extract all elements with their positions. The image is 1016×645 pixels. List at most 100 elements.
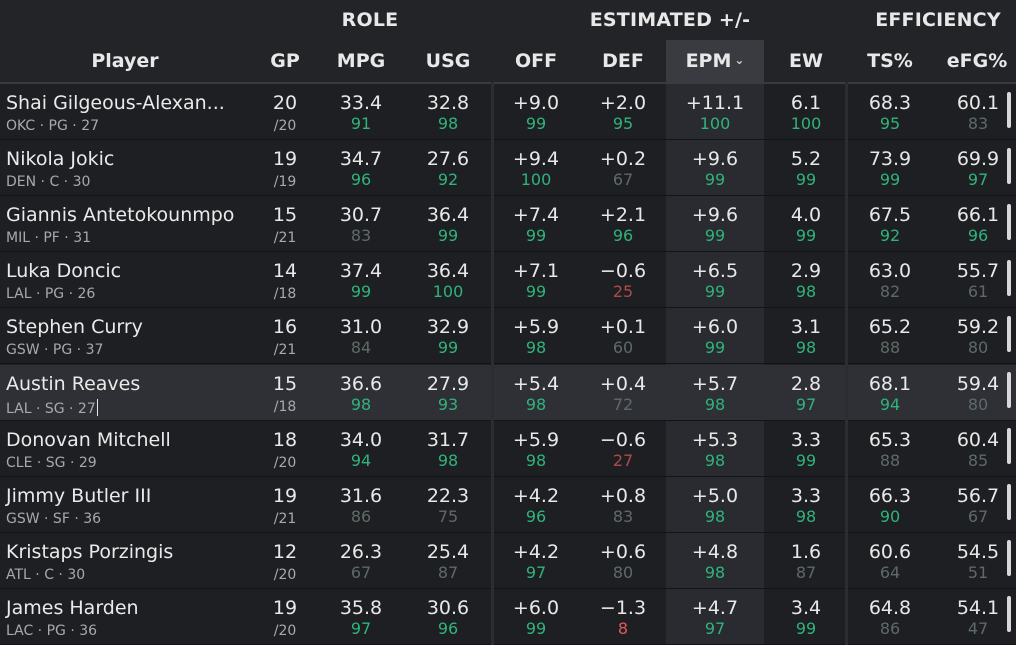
games-played: 15 (272, 204, 298, 227)
table-row[interactable]: James Harden LAC · PG · 36 19/20 35.8 97 30.6… (0, 589, 1016, 645)
mpg-percentile: 96 (350, 170, 372, 190)
off-percentile: 98 (525, 394, 547, 414)
games-played: 20 (272, 92, 298, 114)
games-total: /20 (273, 566, 297, 583)
column-header-def[interactable]: DEF (602, 50, 644, 72)
ew-percentile: 98 (795, 338, 817, 358)
column-header-efg[interactable]: eFG% (946, 50, 1008, 72)
games-total: /21 (273, 510, 297, 527)
group-header-efficiency: EFFICIENCY (875, 9, 1001, 31)
table-row[interactable]: Austin Reaves LAL · SG · 27 15/18 36.6 98 27.… (0, 364, 1016, 421)
ts-percentile: 92 (879, 226, 901, 246)
column-header-epm[interactable]: EPM ⌄ (666, 40, 764, 82)
player-team-position-age: GSW · SF · 36 (6, 511, 101, 527)
row-scrollbar[interactable] (1007, 372, 1011, 408)
off-percentile: 99 (525, 114, 547, 133)
table-header (0, 0, 1016, 82)
table-row[interactable]: Kristaps Porzingis ATL · C · 30 12/20 26.3 6… (0, 533, 1016, 589)
player-team-position-age: LAL · PG · 26 (6, 286, 95, 302)
epm-value: +6.0 (691, 316, 739, 339)
player-name[interactable]: Stephen Curry (6, 316, 143, 339)
player-name[interactable]: Jimmy Butler III (6, 484, 152, 507)
mpg-percentile: 91 (350, 114, 372, 133)
column-header-off[interactable]: OFF (514, 50, 558, 72)
player-name[interactable]: Kristaps Porzingis (6, 540, 174, 563)
player-name[interactable]: Giannis Antetokounmpo (6, 204, 235, 227)
row-scrollbar[interactable] (1007, 484, 1011, 520)
column-header-mpg[interactable]: MPG (336, 50, 386, 72)
player-name[interactable]: James Harden (6, 596, 139, 619)
row-scrollbar[interactable] (1007, 92, 1011, 128)
usg-value: 31.7 (426, 428, 470, 451)
def-value: +0.4 (599, 372, 647, 395)
mpg-percentile: 97 (350, 618, 372, 638)
player-team-position-age: OKC · PG · 27 (6, 118, 99, 134)
off-percentile: 100 (520, 170, 552, 190)
table-row[interactable]: Jimmy Butler III GSW · SF · 36 19/21 31.6 86… (0, 477, 1016, 533)
ew-value: 3.3 (790, 484, 822, 507)
usg-value: 36.4 (426, 204, 470, 227)
ew-value: 4.0 (790, 204, 822, 227)
efg-value: 59.4 (956, 372, 1000, 395)
player-name[interactable]: Shai Gilgeous-Alexan... (6, 92, 225, 114)
table-row[interactable]: Luka Doncic LAL · PG · 26 14/18 37.4 99 36.4 1… (0, 252, 1016, 309)
column-header-usg[interactable]: USG (425, 50, 471, 72)
usg-percentile: 100 (432, 282, 464, 302)
column-header-gp[interactable]: GP (270, 50, 300, 72)
column-header-player[interactable]: Player (91, 50, 159, 72)
player-meta-text: ATL · C · 30 (6, 566, 86, 583)
def-percentile: 27 (612, 450, 634, 470)
ts-percentile: 64 (879, 562, 901, 582)
player-name[interactable]: Nikola Jokic (6, 148, 115, 171)
mpg-percentile: 94 (350, 450, 372, 470)
epm-value: +5.3 (691, 428, 739, 451)
row-scrollbar[interactable] (1007, 148, 1011, 184)
games-played: 14 (272, 260, 298, 283)
def-value: −0.6 (599, 428, 647, 451)
ew-percentile: 98 (795, 506, 817, 526)
def-percentile: 8 (617, 618, 629, 638)
row-scrollbar[interactable] (1007, 428, 1011, 464)
games-total: /21 (273, 342, 297, 359)
row-scrollbar[interactable] (1007, 596, 1011, 632)
ts-value: 68.3 (868, 92, 912, 114)
player-meta-text: LAL · SG · 27 (6, 400, 96, 417)
group-divider (491, 82, 494, 645)
player-meta-text: GSW · PG · 37 (6, 342, 104, 359)
off-value: +9.4 (512, 148, 560, 171)
mpg-value: 34.0 (339, 428, 383, 451)
player-name[interactable]: Austin Reaves (6, 372, 141, 395)
def-value: +2.1 (599, 204, 647, 227)
row-scrollbar[interactable] (1007, 204, 1011, 240)
off-value: +7.1 (512, 260, 560, 283)
column-header-ew[interactable]: EW (789, 50, 823, 72)
off-value: +5.9 (512, 428, 560, 451)
efg-value: 60.1 (956, 92, 1000, 114)
def-percentile: 95 (612, 114, 634, 133)
row-scrollbar[interactable] (1007, 260, 1011, 296)
epm-value: +4.7 (691, 596, 739, 619)
ew-value: 3.1 (790, 316, 822, 339)
player-name[interactable]: Donovan Mitchell (6, 428, 171, 451)
ew-percentile: 99 (795, 226, 817, 246)
def-percentile: 83 (612, 506, 634, 526)
ts-value: 73.9 (868, 148, 912, 171)
table-row[interactable]: Shai Gilgeous-Alexan... OKC · PG · 27 20/2… (0, 84, 1016, 140)
sorted-column-highlight (666, 40, 764, 82)
row-scrollbar[interactable] (1007, 316, 1011, 352)
usg-percentile: 99 (437, 338, 459, 358)
table-row[interactable]: Donovan Mitchell CLE · SG · 29 18/20 34.0 94… (0, 421, 1016, 477)
column-header-ts[interactable]: TS% (867, 50, 913, 72)
player-meta-text: DEN · C · 30 (6, 174, 91, 191)
table-row[interactable]: Giannis Antetokounmpo MIL · PF · 31 15/21 3… (0, 196, 1016, 253)
table-row[interactable]: Nikola Jokic DEN · C · 30 19/19 34.7 96 27.6 9… (0, 140, 1016, 197)
ew-value: 1.6 (790, 540, 822, 563)
player-name[interactable]: Luka Doncic (6, 260, 122, 283)
usg-value: 32.8 (426, 92, 470, 114)
efg-percentile: 97 (967, 170, 989, 190)
table-row[interactable]: Stephen Curry GSW · PG · 37 16/21 31.0 84 32.… (0, 308, 1016, 365)
efg-percentile: 80 (967, 338, 989, 358)
row-scrollbar[interactable] (1007, 540, 1011, 576)
player-meta-text: GSW · SF · 36 (6, 510, 102, 527)
